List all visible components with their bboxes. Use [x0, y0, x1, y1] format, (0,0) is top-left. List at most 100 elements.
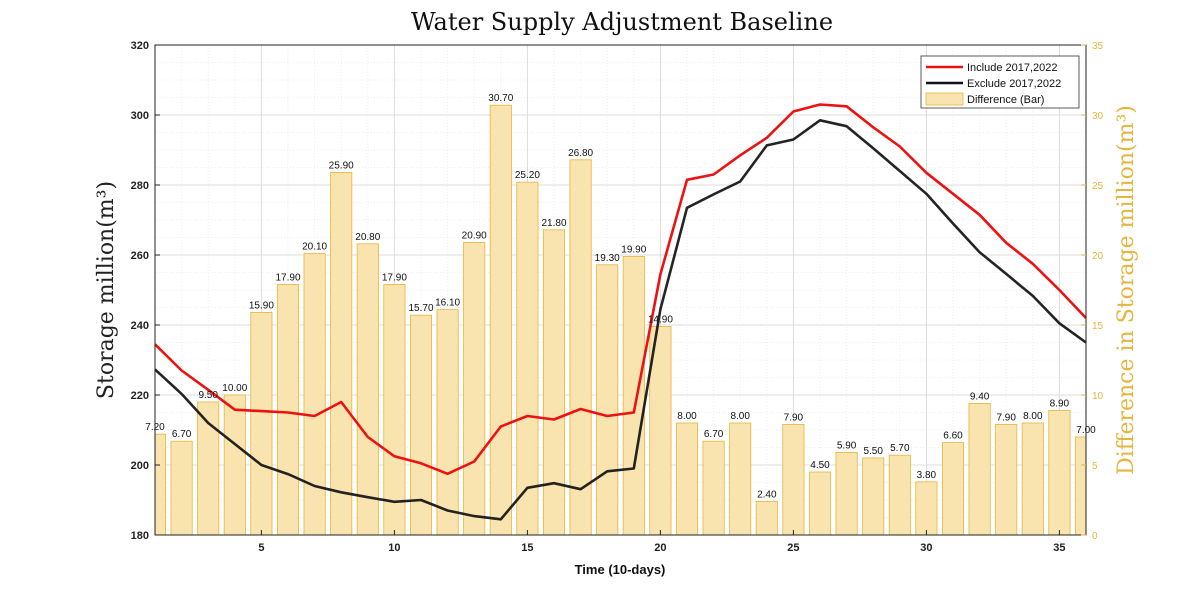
bar — [835, 451, 858, 536]
bar-data-label: 20.90 — [462, 230, 487, 241]
bar — [1074, 436, 1087, 536]
bar — [154, 433, 167, 536]
line-include-2017-2022 — [154, 103, 1087, 476]
bars-group — [154, 104, 1087, 536]
bar — [489, 104, 512, 536]
bar — [463, 241, 486, 536]
bar-data-label: 19.30 — [595, 253, 620, 264]
y-left-tick-label: 320 — [131, 40, 149, 52]
bar-data-label: 8.00 — [1023, 411, 1043, 422]
bar — [250, 311, 273, 536]
bar — [303, 253, 326, 536]
bar — [995, 423, 1018, 536]
bar-data-label: 20.10 — [302, 242, 327, 253]
bar-data-label: 4.50 — [810, 460, 830, 471]
x-tick-label: 25 — [787, 542, 799, 554]
bar — [436, 309, 459, 536]
y-right-axis-label: Difference in Storage million(m³) — [1114, 105, 1139, 475]
bar-data-label: 10.00 — [222, 383, 247, 394]
bar — [170, 440, 193, 536]
x-tick-label: 30 — [920, 542, 932, 554]
bar — [383, 283, 406, 536]
y-right-tick-label: 10 — [1092, 391, 1104, 402]
bar-data-label: 7.90 — [784, 412, 804, 423]
y-right-tick-label: 15 — [1092, 321, 1104, 332]
x-tick-label: 10 — [388, 542, 400, 554]
x-tick-label: 20 — [654, 542, 666, 554]
bar — [755, 500, 778, 536]
bar — [516, 181, 539, 536]
legend-swatch-bar — [925, 92, 964, 106]
bar-data-label: 25.20 — [515, 170, 540, 181]
bar-data-label: 21.80 — [541, 218, 566, 229]
bar — [569, 159, 592, 536]
bar-data-label: 16.10 — [435, 298, 460, 309]
bar-data-label: 5.50 — [863, 446, 883, 457]
y-right-tick-label: 30 — [1092, 111, 1104, 122]
bar-data-label: 2.40 — [757, 489, 777, 500]
bar-data-label: 14.90 — [648, 314, 673, 325]
bar — [1021, 422, 1044, 536]
plot-frame — [154, 44, 1087, 536]
x-axis-label: Time (10-days) — [575, 562, 666, 577]
y-right-tick-label: 25 — [1092, 181, 1104, 192]
bar-data-label: 6.70 — [172, 429, 192, 440]
legend-label-exclude: Exclude 2017,2022 — [967, 78, 1061, 90]
y-left-axis-label: Storage million(m³) — [94, 181, 119, 399]
bar — [622, 255, 645, 536]
bar — [675, 422, 699, 536]
y-left-tick-label: 300 — [131, 110, 149, 122]
bar — [596, 264, 619, 536]
bar-data-label: 9.50 — [198, 390, 218, 401]
bar-data-label: 8.00 — [730, 411, 750, 422]
bar-data-label: 17.90 — [382, 272, 407, 283]
y-left-ticks: 180 200 220 240 260 280 300 320 — [131, 40, 160, 542]
bar — [356, 243, 379, 536]
line-exclude-2017-2022 — [154, 119, 1087, 521]
bar — [968, 402, 991, 536]
bar-data-label: 20.80 — [355, 232, 380, 243]
bar-data-label: 30.70 — [488, 93, 513, 104]
bar — [808, 471, 832, 536]
x-tick-label: 35 — [1053, 542, 1065, 554]
bar — [915, 481, 938, 536]
bar-data-label: 5.70 — [890, 443, 910, 454]
bar-data-label: 7.90 — [996, 412, 1016, 423]
bar — [330, 171, 353, 536]
bar-data-label: 25.90 — [329, 160, 354, 171]
x-tick-label: 15 — [521, 542, 533, 554]
x-tick-label: 5 — [258, 542, 264, 554]
bar — [782, 423, 805, 536]
x-ticks: 5 10 15 20 25 30 35 — [258, 530, 1066, 554]
bar — [276, 283, 300, 536]
y-left-tick-label: 200 — [131, 460, 149, 472]
bar-data-label: 26.80 — [568, 148, 593, 159]
y-right-ticks: 0 5 10 15 20 25 30 35 — [1081, 41, 1104, 542]
bar — [862, 457, 885, 536]
y-left-tick-label: 240 — [131, 320, 149, 332]
bar — [941, 442, 965, 536]
bar — [729, 422, 752, 536]
y-right-tick-label: 20 — [1092, 251, 1104, 262]
bar-data-label: 5.90 — [837, 440, 857, 451]
bar-data-label: 8.00 — [677, 411, 697, 422]
bar-data-label: 19.90 — [621, 244, 646, 255]
y-right-tick-label: 5 — [1092, 461, 1098, 472]
bar — [223, 394, 246, 536]
y-left-tick-label: 180 — [131, 530, 149, 542]
legend-label-include: Include 2017,2022 — [967, 62, 1058, 74]
bar — [542, 229, 566, 536]
legend-label-bar: Difference (Bar) — [967, 94, 1044, 106]
bar-data-label: 6.60 — [943, 431, 963, 442]
bar — [1048, 409, 1071, 536]
bar-data-label: 9.40 — [970, 391, 990, 402]
bar — [702, 440, 725, 536]
bar — [888, 454, 911, 536]
y-left-tick-label: 260 — [131, 250, 149, 262]
y-right-tick-label: 0 — [1092, 531, 1098, 542]
bar-data-label: 8.90 — [1050, 398, 1070, 409]
bar-data-label: 15.90 — [249, 300, 274, 311]
legend: Include 2017,2022 Exclude 2017,2022 Diff… — [920, 55, 1080, 109]
y-right-tick-label: 35 — [1092, 41, 1104, 52]
